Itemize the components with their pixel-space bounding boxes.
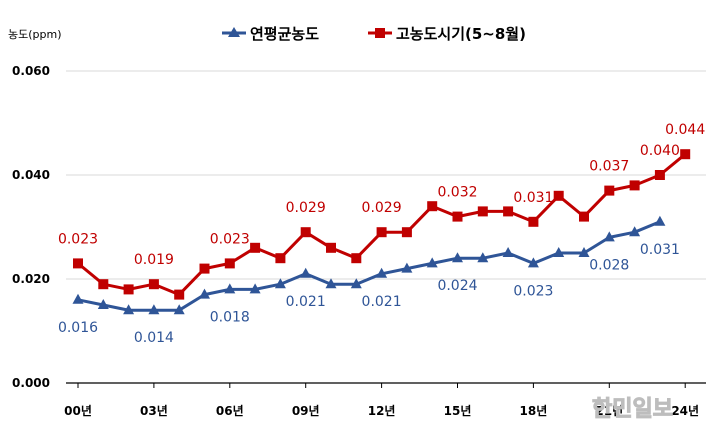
legend-label-annual: 연평균농도: [250, 25, 319, 43]
axes: 0.000 0.020 0.040 0.060 00년 03년 06년 09년 12년 15년 18…: [12, 64, 706, 418]
legend-label-peak: 고농도시기(5~8월): [396, 25, 526, 43]
square-marker: [98, 279, 109, 290]
triangle-marker: [123, 304, 135, 315]
square-marker: [604, 185, 615, 196]
x-tick-label: 03년: [140, 404, 168, 418]
square-marker: [654, 170, 665, 180]
square-marker: [73, 258, 83, 269]
y-tick-label: 0.040: [12, 168, 50, 182]
triangle-marker: [350, 278, 362, 289]
series-line-annual: [77, 220, 661, 312]
square-marker: [553, 190, 564, 201]
series: [72, 149, 691, 315]
y-tick-label: 0.060: [12, 64, 50, 78]
watermark-logo: 한민일보: [592, 397, 673, 422]
triangle-marker: [148, 304, 160, 315]
square-marker: [427, 201, 438, 212]
x-tick-label: 24년: [671, 404, 699, 418]
square-marker: [300, 227, 311, 238]
square-marker: [326, 242, 336, 253]
data-label-annual: 0.021: [362, 294, 402, 310]
square-marker: [680, 149, 691, 160]
legend-marker-triangle: [228, 27, 240, 37]
data-label-peak: 0.029: [286, 200, 326, 216]
x-tick-label: 21년: [595, 404, 623, 418]
data-label-peak: 0.023: [58, 231, 98, 247]
x-tick-label: 06년: [216, 404, 244, 418]
data-label-annual: 0.016: [58, 320, 98, 336]
data-labels: 0.016 0.014 0.018 0.021 0.021 0.024 0.023 0.028…: [58, 122, 705, 346]
x-tick-label: 15년: [444, 404, 472, 418]
data-label-annual: 0.021: [286, 294, 326, 310]
square-marker: [275, 253, 286, 264]
data-label-annual: 0.031: [640, 242, 680, 258]
square-marker: [629, 180, 640, 191]
triangle-marker: [553, 247, 565, 257]
triangle-marker: [578, 247, 590, 257]
data-label-peak: 0.040: [640, 143, 680, 159]
data-label-peak: 0.044: [665, 122, 705, 138]
data-label-annual: 0.018: [210, 309, 250, 325]
data-label-peak: 0.019: [134, 252, 174, 268]
triangle-marker: [249, 283, 261, 294]
triangle-marker: [452, 252, 463, 263]
gridlines: [66, 70, 706, 280]
y-tick-label: 0.020: [12, 272, 50, 286]
triangle-marker: [274, 278, 286, 289]
square-marker: [148, 279, 159, 290]
data-label-annual: 0.023: [513, 283, 553, 299]
triangle-marker: [72, 293, 84, 304]
data-label-peak: 0.031: [513, 190, 553, 206]
x-tick-label: 00년: [64, 404, 92, 418]
square-marker: [376, 227, 387, 238]
square-marker: [477, 206, 488, 217]
triangle-marker: [173, 304, 185, 315]
data-label-peak: 0.029: [362, 200, 402, 216]
square-marker: [579, 211, 589, 222]
square-marker: [452, 211, 463, 222]
x-tick-label: 12년: [368, 404, 396, 418]
square-marker: [351, 253, 362, 264]
triangle-marker: [527, 257, 539, 268]
triangle-marker: [401, 262, 413, 273]
square-marker: [224, 258, 235, 269]
triangle-marker: [629, 226, 641, 237]
square-marker: [401, 227, 412, 238]
triangle-marker: [325, 278, 337, 289]
data-label-peak: 0.032: [437, 185, 477, 201]
x-tick-label: 18년: [520, 404, 548, 418]
data-label-peak: 0.037: [589, 159, 629, 175]
triangle-marker: [603, 231, 615, 242]
data-label-annual: 0.028: [589, 257, 629, 273]
square-marker: [174, 289, 185, 300]
data-label-annual: 0.014: [134, 330, 174, 346]
y-axis-label: 농도(ppm): [8, 28, 62, 41]
y-tick-label: 0.000: [12, 376, 50, 390]
triangle-marker: [199, 288, 210, 299]
triangle-marker: [224, 283, 236, 294]
data-label-peak: 0.023: [210, 231, 250, 247]
square-marker: [503, 206, 514, 217]
x-tick-label: 09년: [292, 404, 320, 418]
square-marker: [528, 216, 539, 227]
triangle-marker: [426, 257, 438, 268]
triangle-marker: [376, 267, 388, 278]
triangle-marker: [97, 299, 109, 309]
legend: 연평균농도 고농도시기(5~8월): [222, 25, 526, 43]
triangle-marker: [654, 215, 666, 226]
square-marker: [250, 242, 261, 253]
legend-marker-square: [375, 28, 385, 38]
square-marker: [123, 284, 134, 295]
triangle-marker: [477, 252, 489, 263]
square-marker: [199, 263, 210, 274]
triangle-marker: [502, 247, 514, 257]
triangle-marker: [300, 267, 312, 278]
data-label-annual: 0.024: [437, 278, 477, 294]
